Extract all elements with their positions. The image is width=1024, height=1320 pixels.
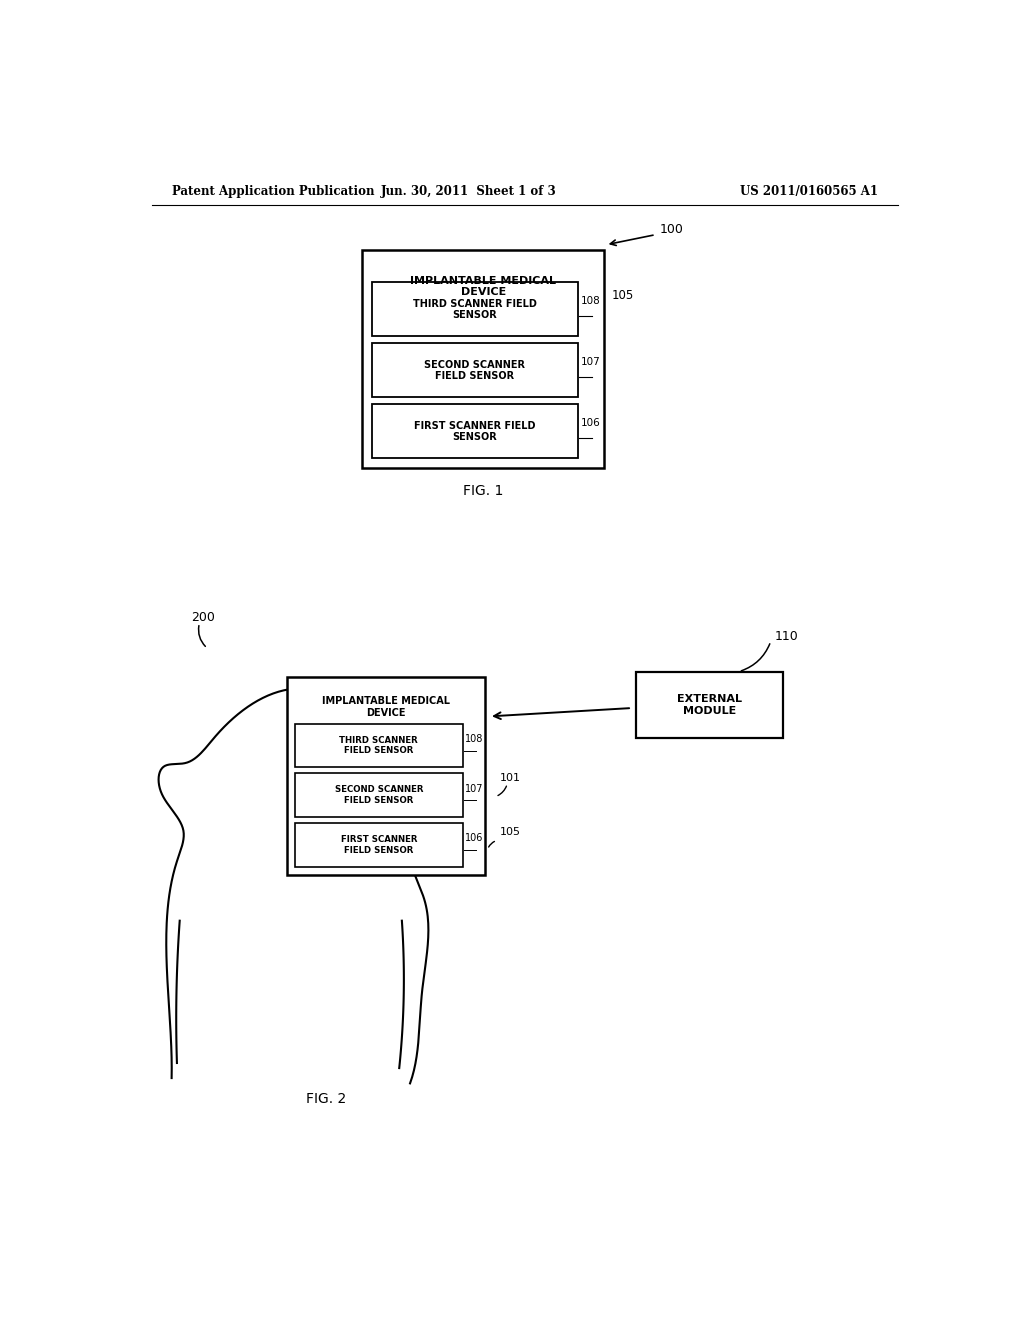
Text: SECOND SCANNER
FIELD SENSOR: SECOND SCANNER FIELD SENSOR — [424, 359, 525, 381]
Text: Patent Application Publication: Patent Application Publication — [172, 185, 374, 198]
Text: IMPLANTABLE MEDICAL
DEVICE: IMPLANTABLE MEDICAL DEVICE — [322, 697, 450, 718]
Bar — [295, 774, 463, 817]
Text: 105: 105 — [612, 289, 634, 302]
Text: 100: 100 — [659, 223, 684, 236]
Text: 107: 107 — [465, 784, 483, 793]
Text: 106: 106 — [581, 418, 600, 428]
Text: 101: 101 — [500, 774, 520, 783]
Text: FIG. 1: FIG. 1 — [463, 483, 504, 498]
Text: 200: 200 — [191, 611, 215, 624]
Text: FIG. 2: FIG. 2 — [306, 1092, 346, 1106]
Text: 108: 108 — [465, 734, 483, 743]
Text: 107: 107 — [581, 358, 600, 367]
Text: FIRST SCANNER FIELD
SENSOR: FIRST SCANNER FIELD SENSOR — [414, 421, 536, 442]
Text: THIRD SCANNER
FIELD SENSOR: THIRD SCANNER FIELD SENSOR — [339, 735, 418, 755]
Bar — [372, 404, 578, 458]
Bar — [636, 672, 782, 738]
Text: FIRST SCANNER
FIELD SENSOR: FIRST SCANNER FIELD SENSOR — [341, 836, 417, 854]
Text: Jun. 30, 2011  Sheet 1 of 3: Jun. 30, 2011 Sheet 1 of 3 — [381, 185, 557, 198]
Bar — [372, 282, 578, 337]
Text: 110: 110 — [775, 630, 799, 643]
Text: IMPLANTABLE MEDICAL
DEVICE: IMPLANTABLE MEDICAL DEVICE — [411, 276, 556, 297]
Text: SECOND SCANNER
FIELD SENSOR: SECOND SCANNER FIELD SENSOR — [335, 785, 423, 805]
Bar — [295, 824, 463, 867]
Bar — [295, 723, 463, 767]
Bar — [287, 677, 485, 875]
Text: EXTERNAL
MODULE: EXTERNAL MODULE — [677, 694, 741, 715]
Text: 108: 108 — [581, 296, 600, 306]
Bar — [362, 249, 604, 469]
Text: 106: 106 — [465, 833, 483, 843]
Text: 105: 105 — [500, 828, 520, 837]
Text: THIRD SCANNER FIELD
SENSOR: THIRD SCANNER FIELD SENSOR — [413, 298, 537, 321]
Text: US 2011/0160565 A1: US 2011/0160565 A1 — [740, 185, 878, 198]
Bar — [372, 343, 578, 397]
